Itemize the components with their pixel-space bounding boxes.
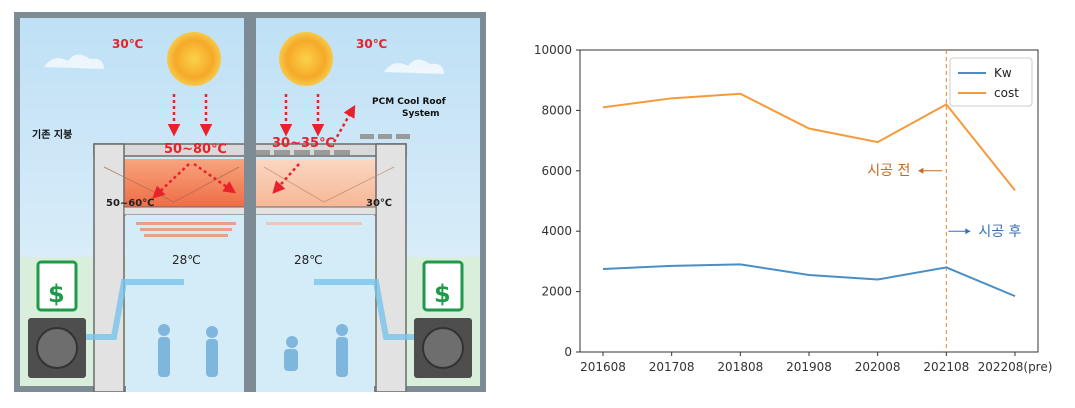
series-line-Kw [602,263,1016,298]
ac-unit-right [414,318,472,378]
kw-cost-line-chart: 0 2000 4000 6000 8000 10000 201608 201708 201808… [534,43,1053,374]
ac-duct-right [314,279,414,340]
x-tick-label: 202108 [923,360,969,374]
legend-label-cost: cost [994,86,1019,100]
ac-unit-left [28,318,86,378]
x-tick-label: 202008 [855,360,901,374]
annotation-after: 시공 후 [978,224,1021,240]
pcm-label-line2: System [402,109,440,119]
y-tick-label: 2000 [541,285,572,299]
series-line-cost [602,92,1016,192]
cool-roof-illustration: 30℃ 30℃ 50~80℃ 30~35℃ 50~60℃ 30℃ 28℃ 28℃… [14,12,486,392]
annotation-before-arrowhead [918,167,924,174]
dollar-sign-right: $ [434,280,451,308]
left-room-temp: 28℃ [172,253,201,267]
panel-divider [244,18,256,386]
money-box-left [36,260,78,312]
building [92,134,472,392]
annotation-before: 시공 전 [867,163,910,179]
right-surface-temp: 30~35℃ [272,136,335,151]
cloud-icon [44,54,104,69]
x-tick-label: 201808 [717,360,763,374]
left-slab-temp: 50~60℃ [106,198,154,209]
legend-label-Kw: Kw [994,66,1012,80]
dollar-sign-left: $ [48,280,65,308]
x-tick-label: 202208(pre) [978,360,1053,374]
pcm-label-line1: PCM Cool Roof [372,97,446,107]
annotation-after-arrowhead [965,228,971,235]
right-sun-temp: 30℃ [356,37,387,51]
x-tick-label: 201608 [580,360,626,374]
sun-icon [279,32,333,86]
right-slab-temp: 30℃ [366,198,392,209]
money-box-right [422,260,464,312]
cloud-icon [384,59,444,74]
existing-roof-label: 기존 지붕 [32,128,72,141]
x-tick-label: 201708 [649,360,695,374]
left-sun-temp: 30℃ [112,37,143,51]
left-surface-temp: 50~80℃ [164,142,227,157]
people-silhouettes [158,324,348,377]
ac-duct-left [86,279,184,340]
y-tick-label: 8000 [541,103,572,117]
right-room-temp: 28℃ [294,253,323,267]
y-tick-label: 10000 [534,43,572,57]
legend-box [949,57,1033,107]
y-tick-label: 4000 [541,224,572,238]
y-tick-label: 0 [564,345,572,359]
sun-icon [167,32,221,86]
y-tick-label: 6000 [541,164,572,178]
x-tick-label: 201908 [786,360,832,374]
plot-area: 0 2000 4000 6000 8000 10000 201608 201708 201808… [534,43,1053,374]
